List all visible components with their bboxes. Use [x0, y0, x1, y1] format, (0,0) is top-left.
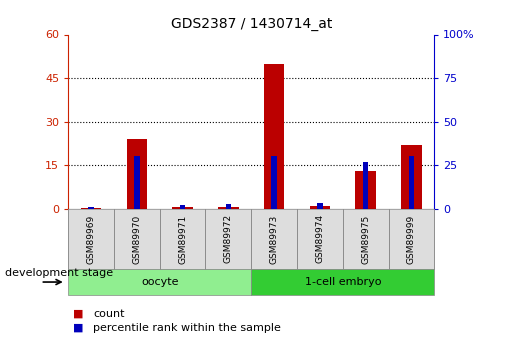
Text: count: count	[93, 309, 125, 319]
Text: GSM89999: GSM89999	[407, 214, 416, 264]
Text: ■: ■	[73, 323, 84, 333]
Bar	[127, 139, 147, 209]
Text: GSM89969: GSM89969	[86, 214, 95, 264]
Bar	[317, 203, 323, 209]
Text: GSM89971: GSM89971	[178, 214, 187, 264]
Text: GSM89972: GSM89972	[224, 214, 233, 264]
Bar	[356, 171, 376, 209]
Bar	[409, 156, 414, 209]
Text: GSM89973: GSM89973	[270, 214, 279, 264]
Title: GDS2387 / 1430714_at: GDS2387 / 1430714_at	[171, 17, 332, 31]
Bar	[88, 207, 94, 209]
Text: ■: ■	[73, 309, 84, 319]
Text: GSM89975: GSM89975	[361, 214, 370, 264]
Bar	[180, 205, 185, 209]
Bar	[172, 207, 193, 209]
Text: oocyte: oocyte	[141, 277, 178, 287]
Bar	[134, 156, 139, 209]
Bar	[264, 63, 284, 209]
Bar	[218, 207, 239, 209]
Bar	[401, 145, 422, 209]
Text: GSM89970: GSM89970	[132, 214, 141, 264]
Bar	[226, 204, 231, 209]
Text: GSM89974: GSM89974	[316, 214, 324, 264]
Text: percentile rank within the sample: percentile rank within the sample	[93, 323, 281, 333]
Bar	[310, 206, 330, 209]
Bar	[271, 156, 277, 209]
Bar	[81, 208, 102, 209]
Text: 1-cell embryo: 1-cell embryo	[305, 277, 381, 287]
Text: development stage: development stage	[5, 268, 113, 278]
Bar	[363, 162, 369, 209]
